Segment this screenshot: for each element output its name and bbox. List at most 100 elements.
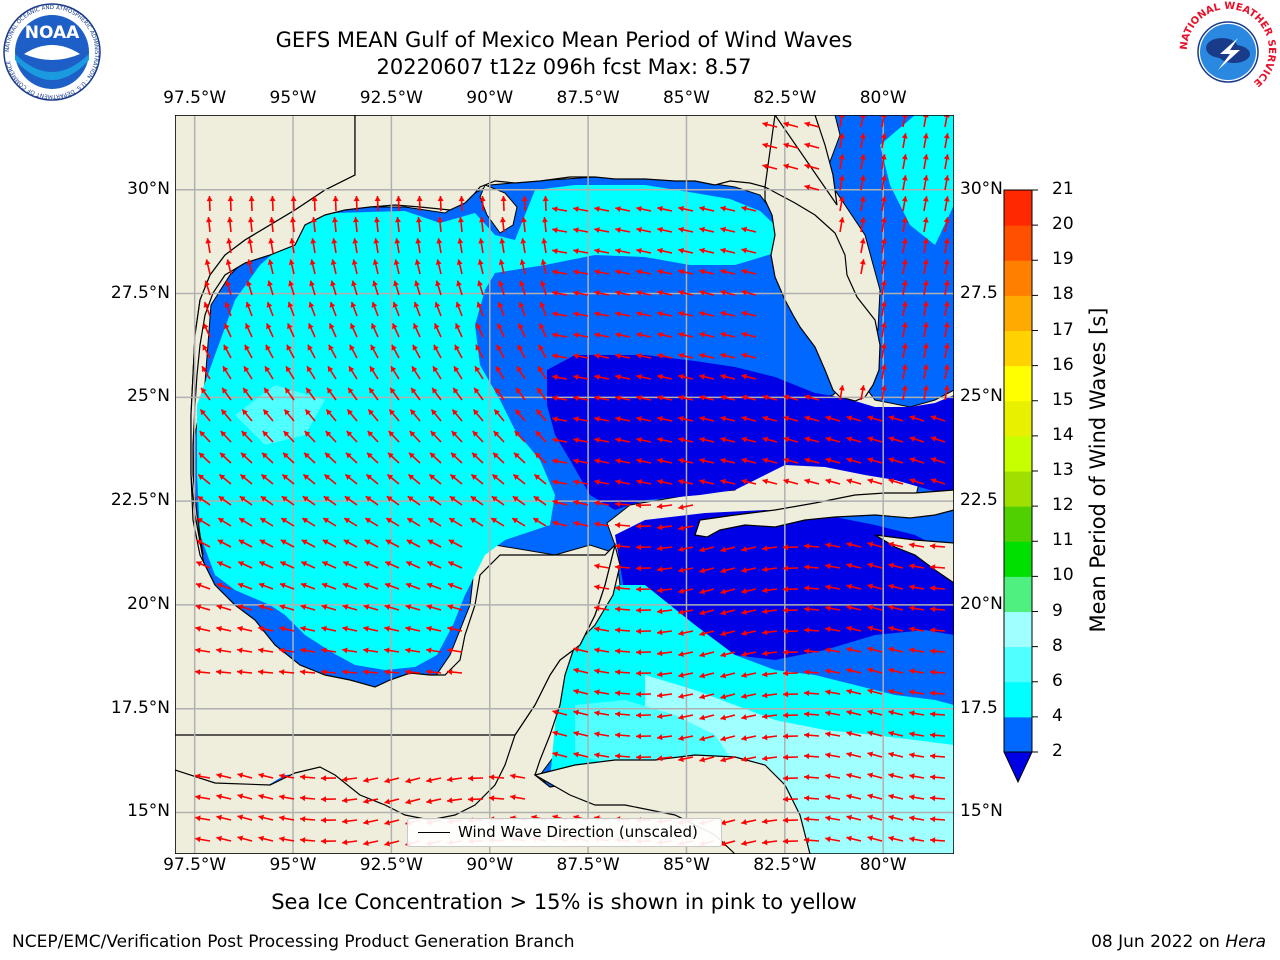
wind-arrow-head bbox=[615, 353, 621, 359]
wind-arrow-head bbox=[552, 520, 559, 527]
wind-arrow-head bbox=[636, 649, 642, 656]
wind-arrow-head bbox=[518, 323, 524, 330]
wind-arrow-head bbox=[225, 280, 231, 287]
wind-arrow-head bbox=[476, 323, 482, 330]
wind-arrow-head bbox=[246, 280, 252, 287]
wind-arrow-head bbox=[247, 217, 254, 223]
wind-arrow-head bbox=[636, 586, 642, 593]
wind-arrow-head bbox=[846, 835, 852, 842]
wind-arrow-head bbox=[901, 343, 908, 349]
wind-arrow-head bbox=[388, 431, 395, 437]
wind-arrow-head bbox=[867, 436, 874, 443]
wind-arrow-head bbox=[347, 409, 353, 416]
wind-arrow-head bbox=[804, 142, 811, 149]
wind-arrow-head bbox=[552, 248, 558, 255]
wind-arrow-head bbox=[477, 280, 483, 287]
wind-arrow-head bbox=[519, 280, 525, 287]
wind-arrow-head bbox=[519, 259, 526, 265]
wind-arrow-head bbox=[325, 452, 331, 459]
wind-arrow-head bbox=[909, 626, 915, 633]
wind-arrow-head bbox=[657, 457, 663, 464]
wind-arrow-head bbox=[741, 478, 748, 485]
wind-arrow-head bbox=[309, 259, 316, 265]
colorbar-tick-label: 15 bbox=[1052, 389, 1074, 410]
wind-arrow-head bbox=[222, 387, 228, 394]
wind-arrow-head bbox=[411, 387, 417, 394]
wind-arrow-head bbox=[741, 756, 747, 763]
wind-arrow-head bbox=[300, 625, 306, 632]
wind-arrow-head bbox=[615, 585, 621, 592]
wind-arrow-head bbox=[541, 238, 548, 244]
wind-arrow bbox=[923, 115, 927, 128]
wind-arrow-head bbox=[762, 629, 768, 636]
wind-arrow-head bbox=[266, 301, 273, 308]
wind-arrow-head bbox=[202, 344, 208, 351]
wind-arrow-head bbox=[922, 301, 929, 307]
wind-arrow-head bbox=[699, 352, 705, 359]
wind-arrow-head bbox=[867, 814, 874, 821]
wind-arrow-head bbox=[859, 133, 866, 139]
wind-arrow-head bbox=[615, 290, 621, 296]
wind-arrow-head bbox=[699, 268, 705, 275]
wind-arrow-head bbox=[741, 819, 747, 826]
wind-arrow-head bbox=[636, 289, 642, 296]
wind-arrow-head bbox=[300, 647, 306, 654]
wind-arrow-head bbox=[594, 437, 600, 444]
wind-arrow-head bbox=[846, 688, 852, 695]
legend-label: Wind Wave Direction (unscaled) bbox=[458, 823, 698, 841]
wind-arrow-head bbox=[741, 247, 748, 254]
wind-arrow-head bbox=[838, 175, 845, 181]
wind-arrow-head bbox=[615, 711, 621, 718]
wind-arrow-head bbox=[783, 544, 789, 551]
colorbar-tick-label: 4 bbox=[1052, 705, 1063, 726]
wind-arrow-head bbox=[537, 387, 543, 394]
wind-arrow-head bbox=[372, 259, 379, 265]
wind-arrow-head bbox=[901, 301, 908, 307]
wind-arrow-head bbox=[308, 323, 314, 330]
wind-arrow-head bbox=[636, 352, 642, 359]
wind-arrow-head bbox=[414, 259, 421, 265]
wind-arrow-head bbox=[804, 837, 810, 844]
wind-arrow-head bbox=[846, 415, 853, 422]
wind-arrow-head bbox=[636, 310, 642, 317]
wind-arrow-head bbox=[825, 689, 831, 696]
wind-arrow-head bbox=[321, 796, 327, 803]
wind-arrow-head bbox=[363, 819, 369, 826]
wind-arrow-head bbox=[405, 669, 411, 676]
wind-arrow-head bbox=[216, 647, 222, 654]
wind-arrow-head bbox=[552, 416, 558, 423]
wind-arrow-head bbox=[435, 280, 441, 287]
wind-arrow-head bbox=[248, 196, 255, 202]
wind-arrow-head bbox=[497, 301, 504, 308]
wind-arrow-head bbox=[615, 374, 621, 380]
wind-arrow-head bbox=[699, 546, 706, 553]
wind-arrow-head bbox=[365, 496, 372, 502]
wind-arrow-head bbox=[804, 816, 810, 823]
wind-arrow-head bbox=[300, 604, 307, 611]
wind-arrow-head bbox=[246, 259, 253, 265]
wind-arrow-head bbox=[615, 269, 621, 275]
wind-arrow-head bbox=[552, 332, 558, 339]
wind-arrow-head bbox=[909, 752, 915, 759]
wind-arrow-head bbox=[804, 543, 810, 550]
wind-arrow-head bbox=[943, 175, 950, 181]
wind-arrow-head bbox=[371, 301, 378, 308]
wind-arrow-head bbox=[458, 196, 465, 202]
wind-arrow-head bbox=[741, 588, 747, 595]
wind-arrow-head bbox=[258, 814, 265, 821]
wind-arrow-head bbox=[594, 332, 600, 339]
wind-arrow-head bbox=[538, 344, 544, 351]
wind-arrow-head bbox=[344, 518, 351, 524]
wind-arrow-head bbox=[678, 588, 684, 595]
wind-arrow-head bbox=[867, 541, 874, 548]
wind-arrow-head bbox=[825, 542, 831, 549]
wind-arrow-head bbox=[720, 205, 726, 212]
wind-arrow-head bbox=[762, 142, 769, 149]
wind-arrow-head bbox=[371, 323, 377, 330]
wind-arrow-head bbox=[678, 268, 684, 275]
wind-arrow-head bbox=[741, 693, 747, 700]
wind-arrow-head bbox=[636, 331, 642, 338]
wind-arrow-head bbox=[410, 409, 416, 416]
wind-arrow-head bbox=[741, 268, 748, 275]
